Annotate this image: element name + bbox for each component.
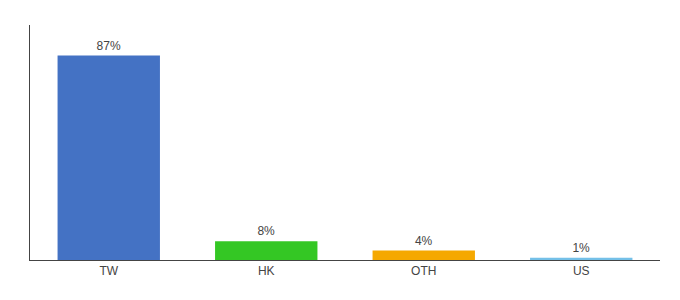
svg-text:8%: 8% [257,224,275,238]
svg-text:4%: 4% [415,234,433,248]
svg-text:1%: 1% [572,241,590,255]
svg-text:US: US [573,264,590,278]
svg-text:HK: HK [258,264,275,278]
svg-text:OTH: OTH [411,264,436,278]
svg-text:87%: 87% [97,39,121,53]
svg-text:TW: TW [99,264,118,278]
